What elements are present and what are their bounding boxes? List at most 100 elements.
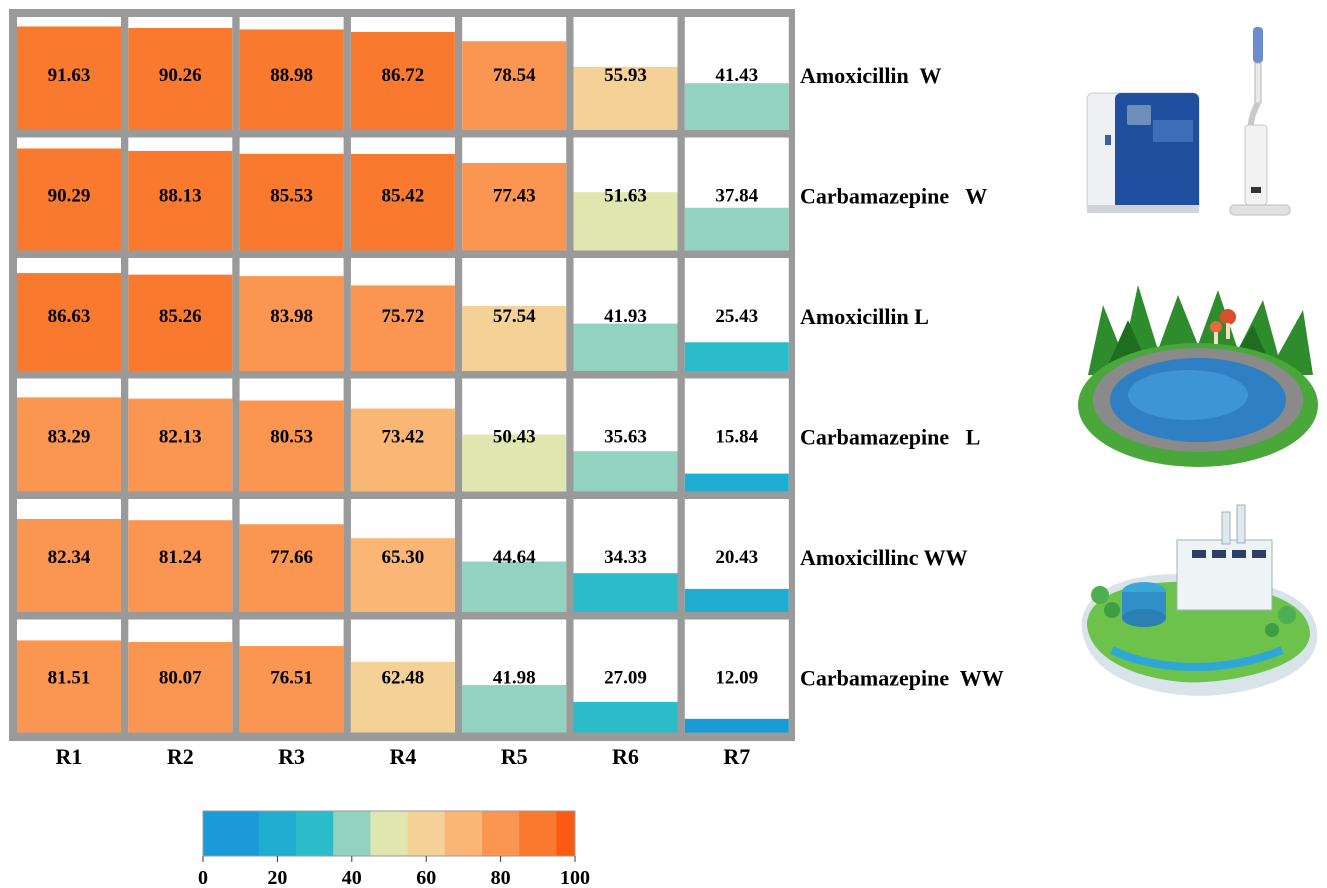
heatmap-cell-fill	[128, 398, 233, 492]
heatmap-cell-value: 44.64	[493, 547, 536, 568]
column-label: R1	[56, 744, 83, 769]
heatmap-cell-value: 34.33	[604, 547, 647, 568]
colorbar-tick-label: 60	[416, 867, 436, 888]
column-label: R6	[612, 744, 639, 769]
heatmap-cell-value: 81.51	[48, 668, 91, 689]
heatmap-cell-fill	[128, 28, 233, 130]
heatmap-cell-fill	[573, 451, 678, 492]
heatmap-grid-background	[9, 9, 795, 741]
heatmap-cell-value: 57.54	[493, 306, 536, 327]
heatmap-cell-fill	[684, 207, 789, 251]
heatmap-cell-fill	[684, 83, 789, 130]
heatmap-cell-value: 27.09	[604, 668, 647, 689]
colorbar-tick-label: 20	[267, 867, 287, 888]
pond-illustration	[1078, 285, 1318, 467]
heatmap-cell-fill	[128, 642, 233, 733]
heatmap-cells: 91.63 90.26 88.98 86.72 78.54 55.93 41.43 90.29…	[17, 17, 789, 733]
heatmap-cell-fill	[17, 397, 121, 492]
row-label: Carbamazepine W	[800, 184, 987, 209]
heatmap-cell-value: 50.43	[493, 427, 536, 448]
treatment-plant-illustration	[1081, 504, 1318, 696]
heatmap-cell-value: 51.63	[604, 186, 647, 207]
colorbar-tick-label: 40	[342, 867, 362, 888]
heatmap-cell-fill	[462, 561, 567, 612]
heatmap-cell-fill	[684, 588, 789, 612]
heatmap-cell-value: 76.51	[270, 668, 313, 689]
heatmap-cell-value: 91.63	[48, 65, 91, 86]
heatmap-cell-fill	[462, 305, 567, 371]
column-label: R2	[167, 744, 194, 769]
colorbar-bin	[333, 811, 371, 856]
heatmap-cell-value: 88.98	[270, 65, 313, 86]
heatmap-cell-fill	[128, 274, 233, 371]
heatmap-cell-fill	[128, 520, 233, 612]
heatmap-cell-value: 83.29	[48, 427, 91, 448]
row-label: Amoxicillin W	[800, 63, 941, 88]
heatmap-cell-value: 41.98	[493, 668, 536, 689]
heatmap-cell-value: 81.24	[159, 547, 202, 568]
heatmap-cell-value: 25.43	[715, 306, 758, 327]
colorbar-tick-label: 80	[491, 867, 511, 888]
column-labels: R1 R2 R3 R4 R5 R6 R7	[56, 744, 751, 769]
colorbar-bin	[296, 811, 334, 856]
heatmap-cell-fill	[462, 163, 567, 251]
colorbar-bin	[203, 811, 260, 856]
heatmap-cell-value: 75.72	[382, 306, 425, 327]
heatmap-cell-value: 85.26	[159, 306, 202, 327]
heatmap-cell-value: 41.93	[604, 306, 647, 327]
heatmap-cell-fill	[239, 276, 344, 371]
heatmap-cell-value: 55.93	[604, 65, 647, 86]
heatmap-cell-fill	[350, 408, 455, 492]
heatmap-cell-fill	[239, 646, 344, 733]
heatmap-cell-fill	[128, 150, 233, 251]
heatmap-cell-fill	[239, 400, 344, 492]
heatmap-cell-fill	[17, 148, 121, 251]
heatmap-cell-value: 90.29	[48, 186, 91, 207]
heatmap-cell-value: 83.98	[270, 306, 313, 327]
heatmap-cell-value: 78.54	[493, 65, 536, 86]
heatmap-cell-value: 77.66	[270, 547, 313, 568]
heatmap-cell-value: 80.53	[270, 427, 313, 448]
heatmap-cell-value: 82.34	[48, 547, 91, 568]
heatmap-cell-value: 77.43	[493, 186, 536, 207]
heatmap-cell-value: 37.84	[715, 186, 758, 207]
heatmap-cell-value: 85.53	[270, 186, 313, 207]
heatmap-cell-value: 86.63	[48, 306, 91, 327]
heatmap-cell-value: 65.30	[382, 547, 425, 568]
heatmap-cell-value: 12.09	[715, 668, 758, 689]
heatmap-cell-fill	[573, 192, 678, 251]
heatmap-cell-fill	[573, 573, 678, 612]
row-labels: Amoxicillin W Carbamazepine W Amoxicillin …	[800, 63, 1004, 691]
heatmap-cell-value: 62.48	[382, 668, 425, 689]
column-label: R4	[389, 744, 416, 769]
heatmap-cell-value: 80.07	[159, 668, 202, 689]
heatmap-cell-value: 82.13	[159, 427, 202, 448]
colorbar-bin	[407, 811, 446, 856]
row-label: Carbamazepine WW	[800, 666, 1004, 691]
column-label: R5	[501, 744, 528, 769]
colorbar-bin	[556, 811, 576, 856]
heatmap-cell-fill	[684, 718, 789, 733]
heatmap-cell-value: 88.13	[159, 186, 202, 207]
heatmap-cell-value: 20.43	[715, 547, 758, 568]
heatmap-cell-fill	[239, 153, 344, 251]
heatmap-cell-value: 85.42	[382, 186, 425, 207]
heatmap-cell-fill	[17, 273, 121, 371]
heatmap-cell-fill	[462, 41, 567, 130]
colorbar-tick-label: 100	[560, 867, 590, 888]
heatmap-cell-fill	[239, 29, 344, 131]
row-label: Amoxicillinc WW	[800, 545, 968, 570]
colorbar-bin	[258, 811, 297, 856]
colorbar-bin	[519, 811, 557, 856]
heatmap-cell-fill	[684, 342, 789, 371]
heatmap-cell-fill	[17, 640, 121, 733]
heatmap-cell-background	[684, 619, 789, 733]
colorbar-bin	[370, 811, 409, 856]
heatmap-cell-fill	[350, 153, 455, 251]
heatmap-cell-value: 73.42	[382, 427, 425, 448]
heatmap-cell-value: 35.63	[604, 427, 647, 448]
heatmap-cell-value: 86.72	[382, 65, 425, 86]
colorbar-bin	[482, 811, 520, 856]
heatmap-cell-fill	[462, 685, 567, 733]
